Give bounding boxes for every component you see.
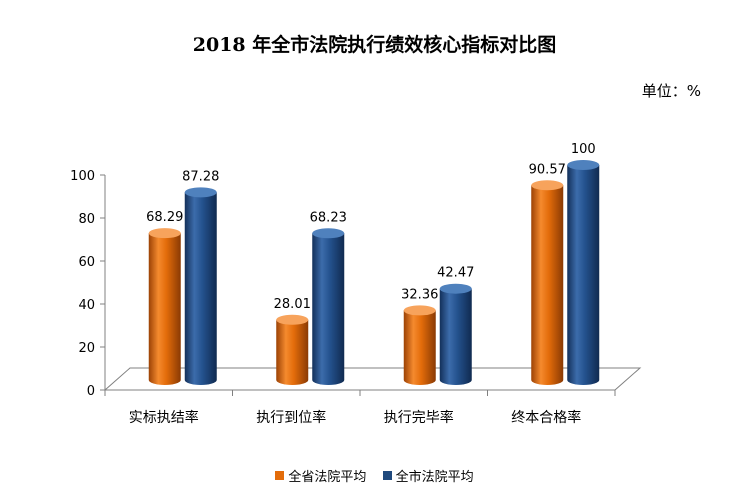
bar bbox=[148, 233, 181, 385]
data-label: 68.23 bbox=[310, 210, 347, 225]
bar bbox=[439, 288, 472, 385]
bar bbox=[312, 233, 345, 385]
bar bbox=[567, 165, 600, 385]
bar-top bbox=[403, 305, 436, 316]
legend-item-province: 全省法院平均 bbox=[275, 466, 366, 485]
bar bbox=[184, 192, 217, 385]
legend: 全省法院平均 全市法院平均 bbox=[0, 466, 749, 485]
bar bbox=[403, 310, 436, 385]
bar-top bbox=[276, 314, 309, 325]
data-label: 42.47 bbox=[437, 266, 474, 281]
bar-top bbox=[148, 228, 181, 239]
data-label: 87.28 bbox=[182, 169, 219, 184]
x-category-label: 执行完毕率 bbox=[384, 409, 454, 426]
bar-top bbox=[184, 187, 217, 198]
chart-floor bbox=[103, 367, 642, 391]
y-tick-label: 60 bbox=[78, 255, 95, 270]
x-category-label: 实标执结率 bbox=[129, 409, 199, 426]
y-tick-label: 80 bbox=[78, 212, 95, 227]
y-tick-label: 0 bbox=[87, 384, 95, 399]
bar bbox=[531, 185, 564, 385]
data-label: 32.36 bbox=[401, 287, 438, 302]
bar-top bbox=[567, 160, 600, 170]
y-tick-label: 100 bbox=[70, 169, 95, 184]
data-label: 28.01 bbox=[274, 297, 311, 312]
bar-top bbox=[531, 180, 564, 191]
data-label: 68.29 bbox=[146, 210, 183, 225]
legend-label-province: 全省法院平均 bbox=[288, 470, 367, 485]
x-category-label: 终本合格率 bbox=[511, 409, 581, 426]
legend-swatch-blue bbox=[382, 471, 392, 480]
data-label: 100 bbox=[571, 142, 596, 157]
legend-label-city: 全市法院平均 bbox=[395, 470, 474, 485]
y-tick-label: 20 bbox=[78, 341, 95, 356]
y-tick-label: 40 bbox=[78, 298, 95, 313]
x-category-label: 执行到位率 bbox=[256, 409, 326, 426]
unit-label: 单位：% bbox=[641, 82, 701, 100]
legend-item-city: 全市法院平均 bbox=[382, 466, 474, 485]
data-label: 90.57 bbox=[529, 162, 566, 177]
chart-title: 2018 年全市法院执行绩效核心指标对比图 bbox=[192, 34, 557, 56]
bar bbox=[276, 319, 309, 385]
bar-top bbox=[439, 283, 472, 294]
bar-top bbox=[312, 228, 345, 239]
legend-swatch-orange bbox=[275, 471, 285, 480]
